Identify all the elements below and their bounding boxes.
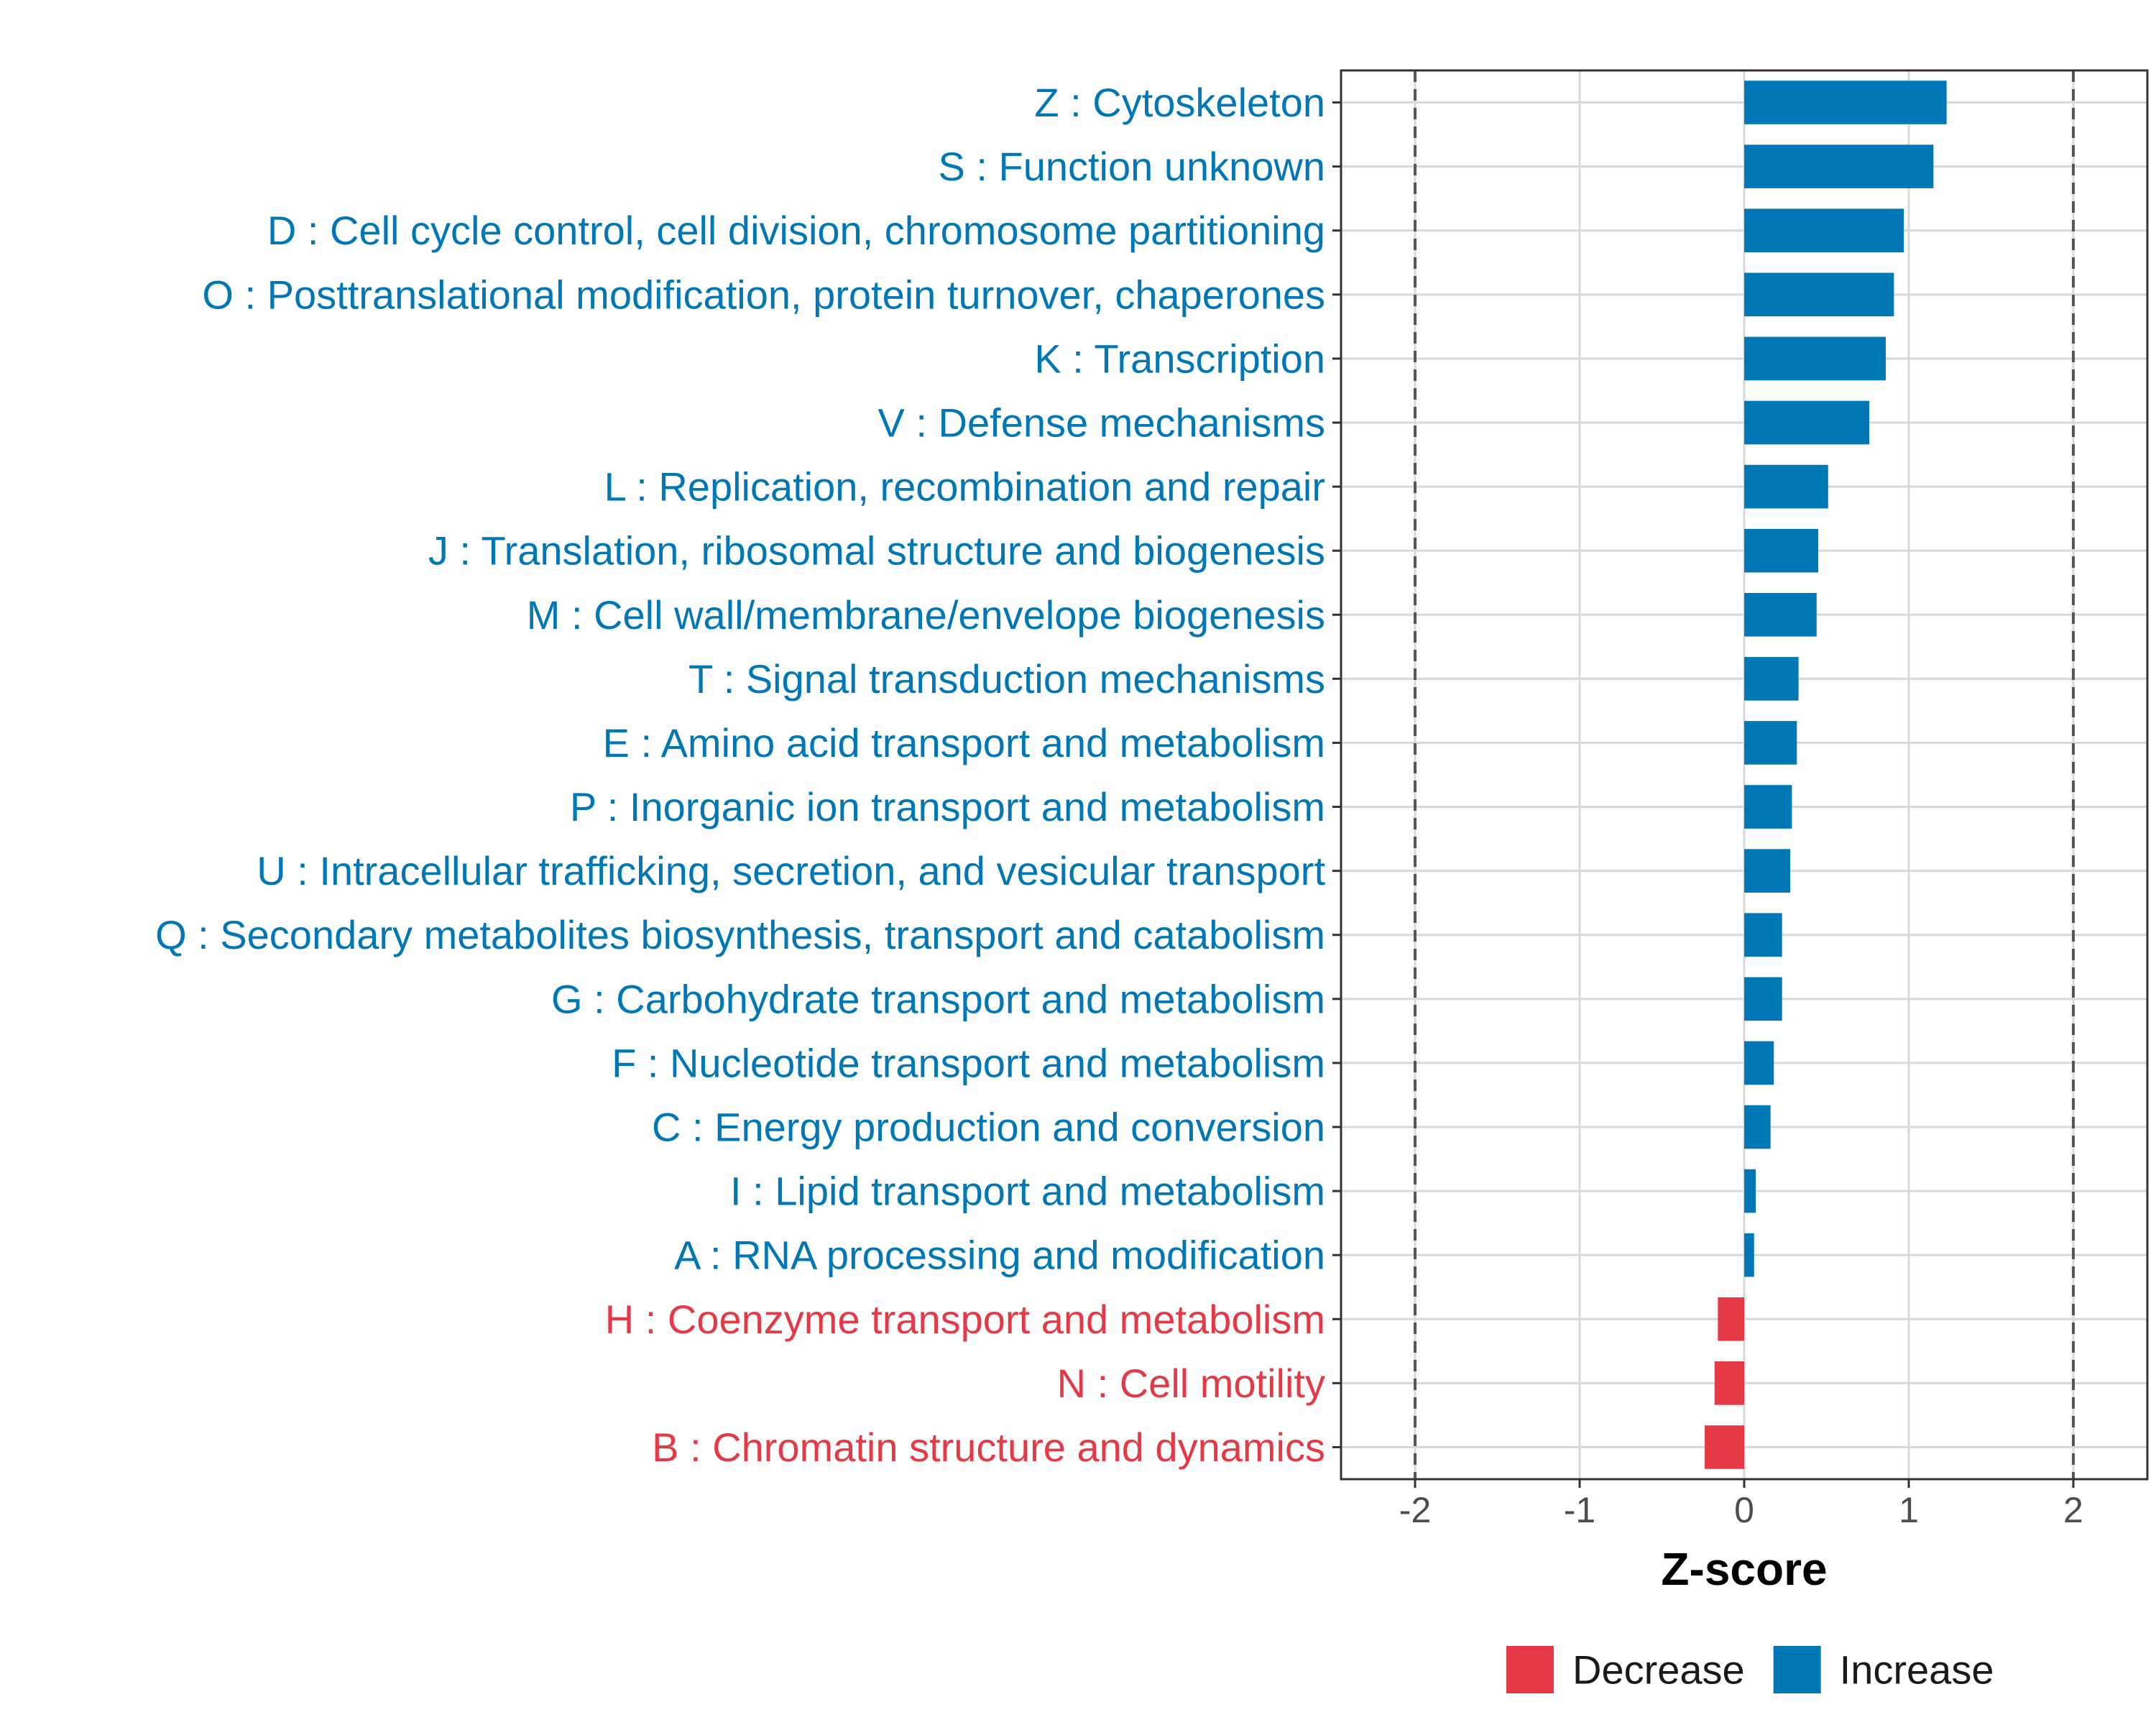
category-label: K : Transcription [1034,336,1325,381]
category-label: Q : Secondary metabolites biosynthesis, … [155,912,1325,957]
bar [1744,336,1886,381]
bar [1744,977,1782,1021]
category-label: N : Cell motility [1057,1361,1325,1406]
x-axis-ticks: -2 -1 0 1 2 [1399,1479,2083,1530]
bar [1714,1361,1744,1405]
legend-label: Decrease [1572,1647,1745,1693]
category-label: D : Cell cycle control, cell division, c… [267,208,1325,253]
category-label: G : Carbohydrate transport and metabolis… [551,976,1325,1021]
bar [1744,657,1799,701]
bar [1744,849,1791,893]
bar [1744,144,1934,188]
category-label: P : Inorganic ion transport and metaboli… [570,784,1325,829]
legend-label: Increase [1840,1647,1994,1693]
x-tick-label: 0 [1734,1490,1754,1530]
x-tick-label: 2 [2063,1490,2083,1530]
reference-lines [1414,70,2075,1479]
bar [1744,400,1870,445]
category-label: V : Defense mechanisms [878,400,1325,446]
category-label: F : Nucleotide transport and metabolism [612,1040,1325,1085]
category-label: M : Cell wall/membrane/envelope biogenes… [527,592,1325,638]
bar [1744,1105,1771,1149]
y-axis-ticks [1332,101,1341,1448]
category-label: J : Translation, ribosomal structure and… [428,528,1325,574]
legend: Decrease Increase [1506,1646,1994,1693]
category-label: Z : Cytoskeleton [1034,80,1325,125]
bar [1744,464,1828,509]
category-label: A : RNA processing and modification [674,1233,1325,1278]
x-axis-title: Z-score [1661,1543,1827,1595]
bar [1744,1169,1756,1213]
bar [1705,1425,1744,1469]
bar [1744,272,1894,317]
bar [1744,208,1904,253]
bar [1744,80,1947,124]
x-tick-label: -1 [1564,1490,1595,1530]
legend-key [1506,1646,1554,1693]
bar [1744,1041,1774,1085]
category-label: O : Posttranslational modification, prot… [202,272,1325,317]
category-label: B : Chromatin structure and dynamics [652,1425,1325,1470]
category-label: S : Function unknown [938,144,1325,189]
bars [1705,80,1947,1469]
category-label: I : Lipid transport and metabolism [730,1169,1325,1214]
category-labels: Z : Cytoskeleton S : Function unknown D : … [155,80,1325,1470]
x-tick-label: -2 [1399,1490,1431,1530]
category-label: T : Signal transduction mechanisms [688,656,1325,702]
category-label: E : Amino acid transport and metabolism [603,720,1325,765]
bar [1744,721,1797,765]
category-label: L : Replication, recombination and repai… [604,464,1325,510]
legend-key [1773,1646,1821,1693]
category-label: C : Energy production and conversion [652,1105,1325,1150]
bar [1744,913,1782,957]
category-label: H : Coenzyme transport and metabolism [605,1297,1325,1342]
x-tick-label: 1 [1899,1490,1919,1530]
bar [1718,1297,1744,1341]
bar [1744,1233,1754,1277]
bar [1744,592,1817,637]
category-label: U : Intracellular trafficking, secretion… [257,848,1325,893]
bar [1744,528,1819,573]
bar [1744,785,1792,829]
